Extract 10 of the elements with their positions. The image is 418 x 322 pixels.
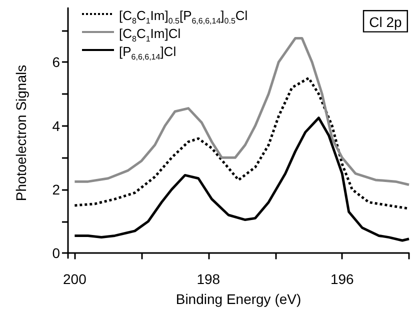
annotation: Cl 2p xyxy=(369,14,402,30)
x-axis-title: Binding Energy (eV) xyxy=(176,291,302,307)
y-tick-label: 4 xyxy=(52,118,60,134)
x-tick-label: 200 xyxy=(63,271,87,287)
y-axis-title: Photoelectron Signals xyxy=(13,64,29,202)
y-tick-label: 0 xyxy=(52,245,60,262)
y-tick-label: 2 xyxy=(52,182,60,198)
y-tick-label: 6 xyxy=(52,54,60,70)
x-tick-label: 198 xyxy=(196,271,220,287)
x-tick-label: 196 xyxy=(330,271,354,287)
